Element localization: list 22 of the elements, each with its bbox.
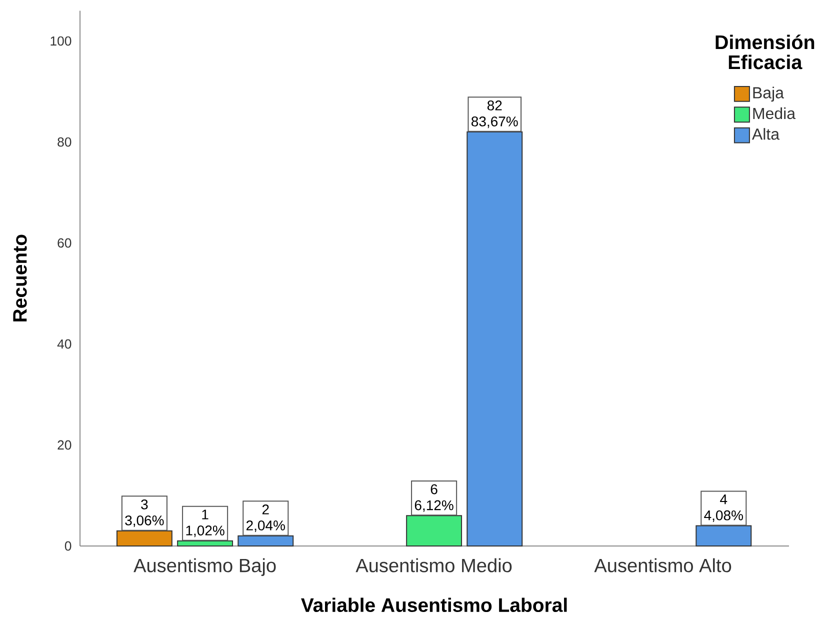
legend-label: Alta [752,128,780,140]
y-axis-title: Recuento [13,234,27,322]
bar [177,540,234,546]
y-tick-label: 40 [57,339,72,349]
data-label: 1 1,02% [186,510,224,538]
legend-label: Baja [753,86,784,102]
data-label: 6 6,12% [414,484,454,512]
legend-label: Media [753,107,796,120]
data-label: 82 83,67% [472,100,518,128]
data-label: 3 3,06% [125,499,164,528]
y-tick-label: 60 [58,238,72,248]
legend-title: Dimensión Eficacia [716,34,814,70]
x-tick-label: Ausentismo Medio [356,558,512,572]
data-label: 2 2,04% [246,504,285,532]
y-tick-label: 0 [64,541,72,551]
y-tick-label: 20 [58,440,72,450]
x-tick-label: Ausentismo Bajo [134,558,276,576]
y-tick-label: 80 [58,137,72,147]
y-tick-label: 100 [50,36,72,46]
x-axis-title: Variable Ausentismo Laboral [301,598,567,612]
x-tick-label: Ausentismo Alto [594,558,732,572]
data-label: 4 4,08% [704,494,743,522]
